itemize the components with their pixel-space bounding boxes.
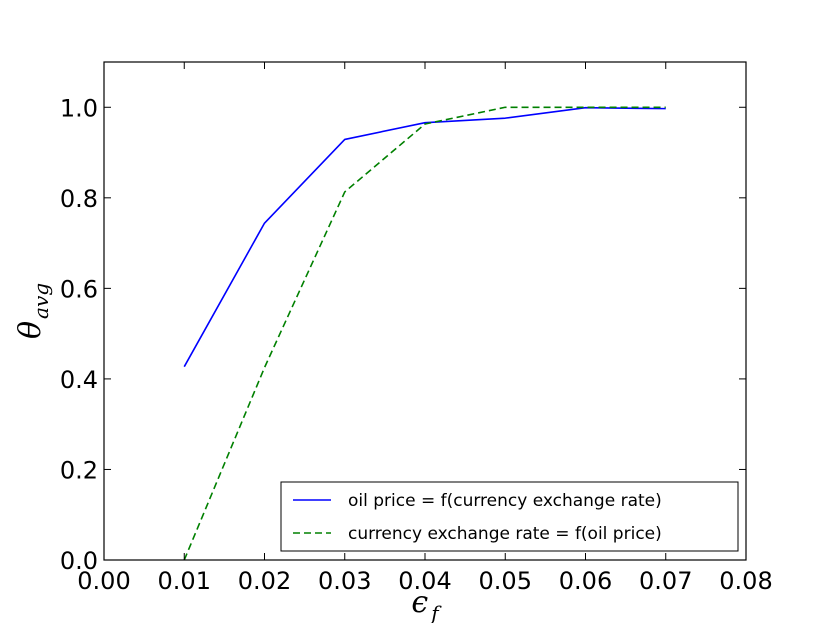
x-tick-label: 0.01 xyxy=(158,567,211,595)
y-tick-label: 0.6 xyxy=(60,275,98,303)
x-tick-label: 0.07 xyxy=(639,567,692,595)
x-tick-label: 0.06 xyxy=(559,567,612,595)
legend: oil price = f(currency exchange rate) cur… xyxy=(280,481,739,552)
x-tick-label: 0.08 xyxy=(719,567,772,595)
x-axis-label-main: ϵ xyxy=(411,585,428,620)
x-tick-label: 0.03 xyxy=(318,567,371,595)
legend-entries: oil price = f(currency exchange rate) cur… xyxy=(293,491,662,544)
y-tick-label: 0.0 xyxy=(60,547,98,575)
legend-label-1: currency exchange rate = f(oil price) xyxy=(348,524,662,544)
y-tick-label: 1.0 xyxy=(60,94,98,122)
x-tick-label: 0.00 xyxy=(77,567,130,595)
x-tick-label: 0.04 xyxy=(398,567,451,595)
x-axis-label-subscript: f xyxy=(429,601,442,623)
tick-layer: 0.00 0.01 0.02 0.03 0.04 0.05 0.06 0.07 0.08 0.0 0… xyxy=(60,62,773,595)
legend-label-0: oil price = f(currency exchange rate) xyxy=(348,491,662,511)
y-tick-label: 0.4 xyxy=(60,366,98,394)
y-tick-label: 0.8 xyxy=(60,185,98,213)
y-tick-label: 0.2 xyxy=(60,456,98,484)
x-tick-label: 0.05 xyxy=(479,567,532,595)
y-axis-label: θ avg xyxy=(13,283,53,339)
plot-layer xyxy=(183,106,666,561)
legend-box xyxy=(280,481,739,552)
y-axis-label-text: θ avg xyxy=(13,283,53,339)
y-axis-label-main: θ xyxy=(13,321,48,339)
series-line-0 xyxy=(183,106,666,368)
series-line-1 xyxy=(183,106,666,561)
y-axis-label-subscript: avg xyxy=(29,283,53,319)
x-tick-label: 0.02 xyxy=(238,567,291,595)
